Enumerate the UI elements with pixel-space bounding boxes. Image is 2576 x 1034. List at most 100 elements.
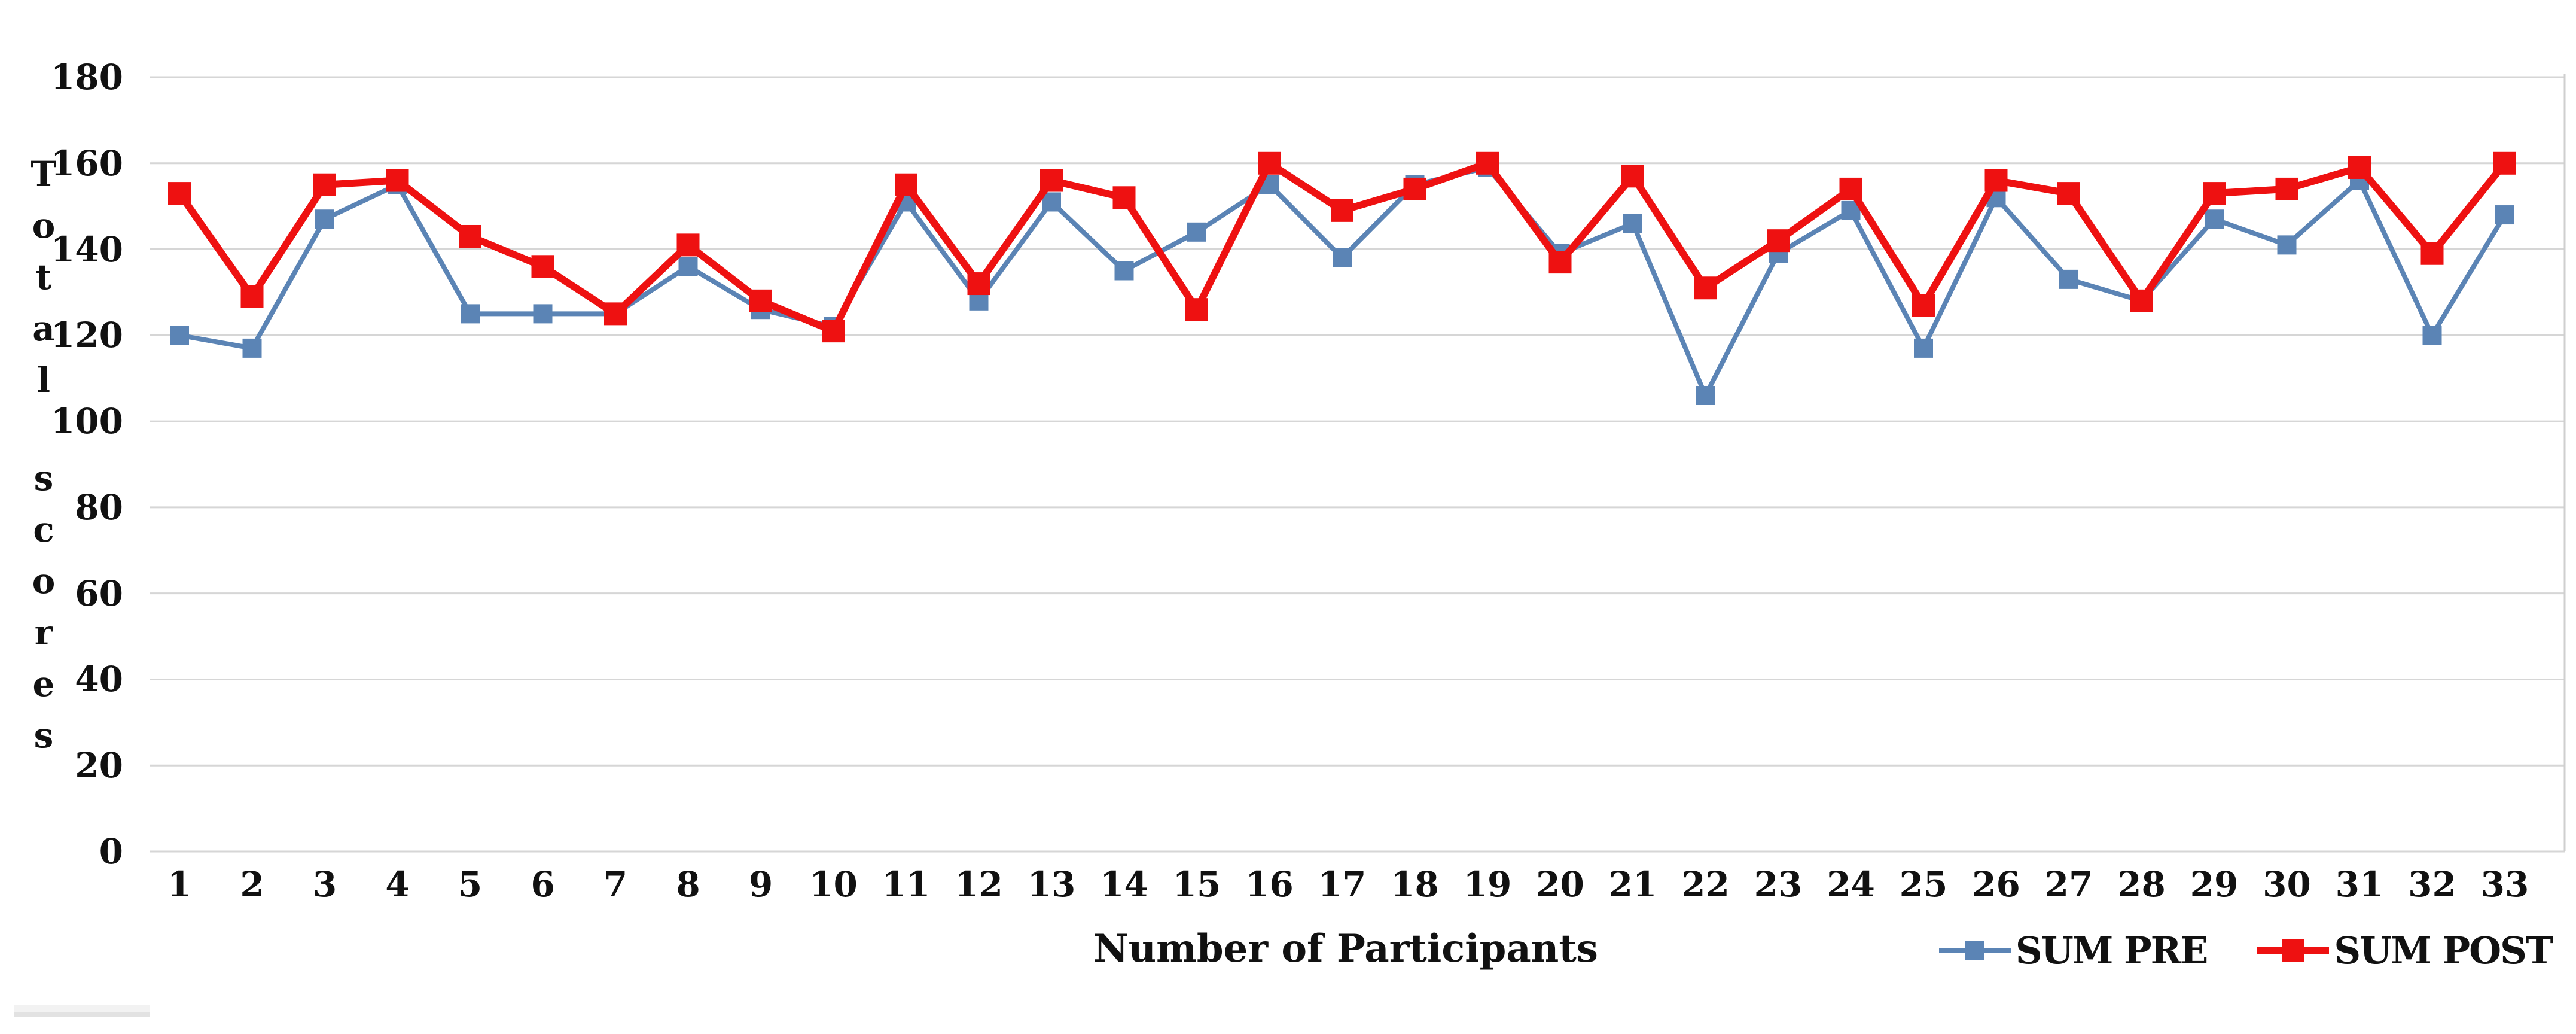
y-title-letter: o — [32, 561, 56, 601]
data-point-marker — [2420, 242, 2444, 265]
y-tick-label: 120 — [50, 315, 123, 356]
x-tick-label: 23 — [1754, 864, 1803, 905]
data-point-marker — [1912, 294, 1935, 317]
x-tick-label: 12 — [955, 864, 1003, 905]
data-point-marker — [2057, 182, 2080, 205]
data-point-marker — [678, 257, 698, 276]
x-tick-label: 22 — [1681, 864, 1730, 905]
data-point-marker — [895, 173, 917, 196]
data-point-marker — [170, 326, 189, 345]
data-point-marker — [2203, 182, 2226, 205]
x-tick-label: 3 — [312, 864, 337, 905]
legend-label: SUM PRE — [2015, 929, 2208, 972]
data-point-marker — [533, 304, 553, 324]
x-tick-label: 2 — [240, 864, 264, 905]
data-point-marker — [1767, 229, 1790, 253]
data-point-marker — [822, 320, 845, 343]
legend: SUM PRE SUM POST — [1938, 929, 2553, 972]
x-tick-label: 15 — [1172, 864, 1221, 905]
x-tick-label: 28 — [2117, 864, 2166, 905]
y-title-letter: s — [33, 458, 54, 498]
y-title-letter: a — [32, 308, 55, 349]
x-tick-label: 18 — [1391, 864, 1439, 905]
data-point-marker — [1112, 186, 1136, 209]
data-point-marker — [1258, 151, 1281, 175]
legend-label: SUM POST — [2334, 929, 2553, 972]
y-title-letter: o — [32, 205, 56, 246]
y-tick-label: 0 — [99, 831, 123, 872]
x-tick-label: 32 — [2408, 864, 2456, 905]
x-tick-label: 27 — [2044, 864, 2093, 905]
x-tick-label: 10 — [809, 864, 858, 905]
legend-item: SUM PRE — [1938, 929, 2208, 972]
y-title-letter: e — [32, 664, 55, 704]
x-tick-label: 11 — [882, 864, 931, 905]
data-point-marker — [2495, 205, 2514, 225]
data-point-marker — [2130, 289, 2153, 312]
x-tick-label: 9 — [748, 864, 773, 905]
data-point-marker — [749, 289, 772, 312]
x-tick-label: 16 — [1245, 864, 1294, 905]
x-tick-label: 24 — [1827, 864, 1875, 905]
y-title-letter: l — [36, 360, 51, 400]
x-tick-label: 7 — [603, 864, 628, 905]
x-tick-label: 21 — [1608, 864, 1657, 905]
bottom-left-artifact — [14, 1005, 150, 1017]
data-point-marker — [315, 209, 334, 229]
x-tick-label: 19 — [1463, 864, 1512, 905]
y-title-letter: r — [34, 612, 53, 653]
y-tick-label: 100 — [50, 401, 123, 442]
data-point-marker — [967, 272, 990, 296]
data-point-marker — [1548, 251, 1572, 274]
x-tick-label: 8 — [676, 864, 700, 905]
data-point-marker — [1333, 248, 1352, 267]
data-point-marker — [2277, 235, 2297, 255]
y-tick-label: 140 — [50, 229, 123, 270]
x-tick-label: 14 — [1100, 864, 1148, 905]
x-tick-label: 26 — [1972, 864, 2020, 905]
y-tick-label: 20 — [75, 745, 123, 786]
x-tick-label: 1 — [167, 864, 192, 905]
y-tick-label: 160 — [50, 142, 123, 184]
data-point-marker — [2348, 156, 2371, 179]
data-point-marker — [2422, 326, 2442, 345]
legend-marker-icon — [2257, 939, 2330, 962]
data-point-marker — [1187, 222, 1206, 242]
x-tick-label: 25 — [1899, 864, 1948, 905]
data-point-marker — [1040, 169, 1063, 192]
data-point-marker — [242, 338, 262, 358]
data-point-marker — [1623, 214, 1642, 233]
x-tick-label: 29 — [2190, 864, 2239, 905]
data-point-marker — [168, 182, 191, 205]
y-title-letter: s — [33, 715, 54, 756]
data-point-marker — [1114, 261, 1134, 281]
x-tick-label: 31 — [2335, 864, 2384, 905]
legend-marker-icon — [1938, 941, 2011, 960]
x-tick-label: 6 — [531, 864, 555, 905]
data-point-marker — [2205, 209, 2224, 229]
data-point-marker — [2493, 151, 2516, 175]
data-point-marker — [1185, 298, 1208, 321]
data-point-marker — [676, 233, 700, 257]
series-line-sum-post — [176, 159, 2508, 335]
y-tick-label: 60 — [75, 573, 123, 614]
y-tick-label: 180 — [50, 57, 123, 98]
legend-item: SUM POST — [2257, 929, 2553, 972]
data-point-marker — [313, 173, 336, 196]
x-tick-label: 13 — [1027, 864, 1076, 905]
data-point-marker — [1839, 177, 1862, 200]
data-point-marker — [1694, 276, 1717, 300]
data-point-marker — [461, 304, 480, 324]
data-point-marker — [1403, 177, 1426, 200]
data-point-marker — [604, 302, 627, 326]
data-point-marker — [1331, 199, 1353, 222]
data-point-marker — [240, 285, 264, 308]
y-title-letter: T — [31, 154, 57, 194]
y-tick-label: 40 — [75, 659, 123, 700]
x-tick-label: 17 — [1318, 864, 1367, 905]
x-tick-label: 30 — [2263, 864, 2311, 905]
x-axis-title: Number of Participants — [1093, 926, 1598, 971]
x-tick-label: 20 — [1536, 864, 1584, 905]
